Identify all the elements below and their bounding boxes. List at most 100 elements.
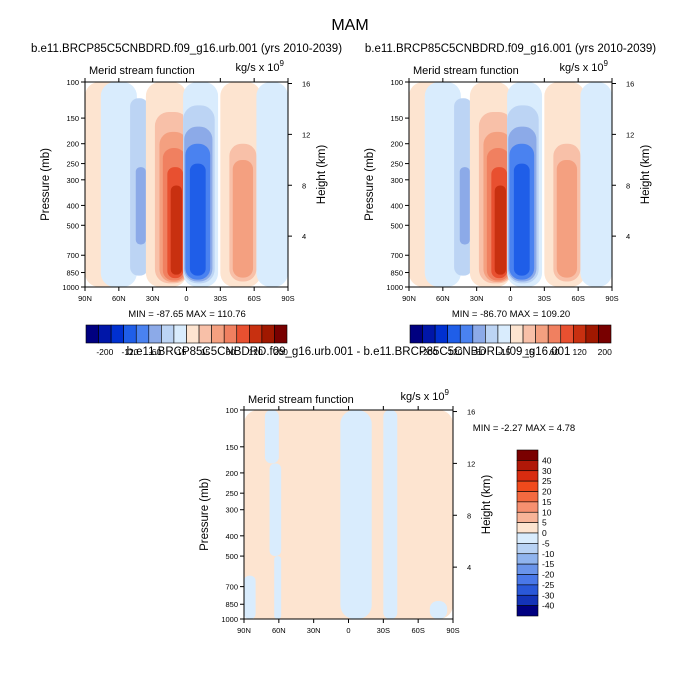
colorbar-swatch [516,605,539,617]
colorbar-label: -60 [473,347,486,357]
y-tick-label: 300 [66,176,79,185]
contour-band [189,163,206,276]
y-tick-label: 200 [225,469,238,478]
contour-band [340,410,372,619]
colorbar-swatch [516,449,539,461]
colorbar-swatch [516,460,539,472]
y-tick-label: 850 [225,600,238,609]
y-tick-label: 700 [225,583,238,592]
colorbar-swatch [422,324,436,344]
colorbar-swatch [598,324,612,344]
contour-band [170,185,182,275]
contour-field [244,410,453,619]
y-right-tick-label: 12 [302,130,310,139]
colorbar-swatch [516,480,539,492]
y-tick-label: 400 [390,201,403,210]
colorbar-label: 20 [542,487,552,497]
contour-band [580,82,612,287]
colorbar-label: -200 [96,347,113,357]
colorbar-swatch [98,324,112,344]
y-right-tick-label: 4 [467,563,471,572]
y-axis-label: Pressure (mb) [364,148,376,221]
colorbar-label: -5 [542,538,550,548]
colorbar-swatch [409,324,423,344]
colorbar-swatch [447,324,461,344]
y-right-axis-label: Height (km) [481,475,493,535]
colorbar-label: 15 [525,347,535,357]
panel-title: b.e11.BRCP85C5CNBDRD.f09_g16.urb.001 - b… [127,346,571,358]
colorbar-label: 25 [542,476,552,486]
y-right-tick-label: 12 [626,130,634,139]
colorbar-swatch [236,324,250,344]
y-tick-label: 500 [66,221,79,230]
colorbar-swatch [123,324,137,344]
colorbar-swatch [110,324,124,344]
colorbar-label: -15 [498,347,511,357]
y-tick-label: 500 [225,552,238,561]
colorbar-label: 30 [542,466,552,476]
y-tick-label: 300 [390,176,403,185]
minmax-readout: MIN = -2.27 MAX = 4.78 [473,423,575,434]
x-tick-label: 90N [78,294,92,303]
colorbar-label: -60 [149,347,162,357]
y-tick-label: 700 [66,251,79,260]
y-tick-label: 1000 [62,283,79,292]
colorbar-label: -15 [174,347,187,357]
y-right-tick-label: 12 [467,459,475,468]
colorbar-swatch [274,324,288,344]
x-tick-label: 60S [247,294,260,303]
y-tick-label: 250 [66,160,79,169]
colorbar-swatch [535,324,549,344]
colorbar-label: -120 [121,347,138,357]
colorbar-label: -40 [542,601,555,611]
x-tick-label: 30S [377,626,390,635]
contour-band [264,410,279,464]
colorbar-swatch [161,324,175,344]
x-tick-label: 30S [538,294,551,303]
colorbar-swatch [434,324,448,344]
contour-band [513,163,530,276]
panel-units: kg/s x 109 [401,388,450,403]
contour-band [244,575,256,619]
x-tick-label: 0 [346,626,350,635]
x-tick-label: 90S [605,294,618,303]
panel-units-exponent: 9 [445,388,450,397]
x-tick-label: 90S [446,626,459,635]
colorbar-swatch [485,324,499,344]
contour-band [232,159,254,278]
y-tick-label: 250 [390,160,403,169]
colorbar-label: 120 [573,347,587,357]
colorbar-label: -10 [542,549,555,559]
contour-band [274,556,282,619]
panel-subtitle-left: Merid stream function [413,65,519,77]
colorbar-swatch [223,324,238,344]
colorbar-label: -120 [445,347,462,357]
colorbar-swatch [510,324,524,344]
x-tick-label: 90S [281,294,294,303]
panel-units-exponent: 9 [604,59,609,68]
colorbar-swatch [560,324,574,344]
colorbar-swatch [516,501,539,513]
panel-units-base: kg/s x 10 [236,62,280,74]
colorbar-swatch [186,324,200,344]
contour-field [409,82,612,287]
y-right-tick-label: 4 [302,232,306,241]
colorbar-label: 0 [542,528,547,538]
contour-band [269,463,282,557]
x-tick-label: 0 [508,294,512,303]
y-right-axis-label: Height (km) [316,145,328,205]
colorbar-swatch [85,324,99,344]
y-tick-label: 400 [66,201,79,210]
y-tick-label: 200 [66,140,79,149]
colorbar-swatch [516,574,539,586]
colorbar-top-left: -200 -120 -60 -15 15 60 120 200 [85,324,288,357]
colorbar-label: 15 [201,347,211,357]
y-tick-label: 100 [66,78,79,87]
x-tick-label: 90N [402,294,416,303]
y-tick-label: 150 [66,114,79,123]
colorbar-swatch [573,324,587,344]
contour-field [85,82,288,287]
colorbar-label: 60 [550,347,560,357]
colorbar-label: 120 [249,347,263,357]
y-tick-label: 150 [225,443,238,452]
